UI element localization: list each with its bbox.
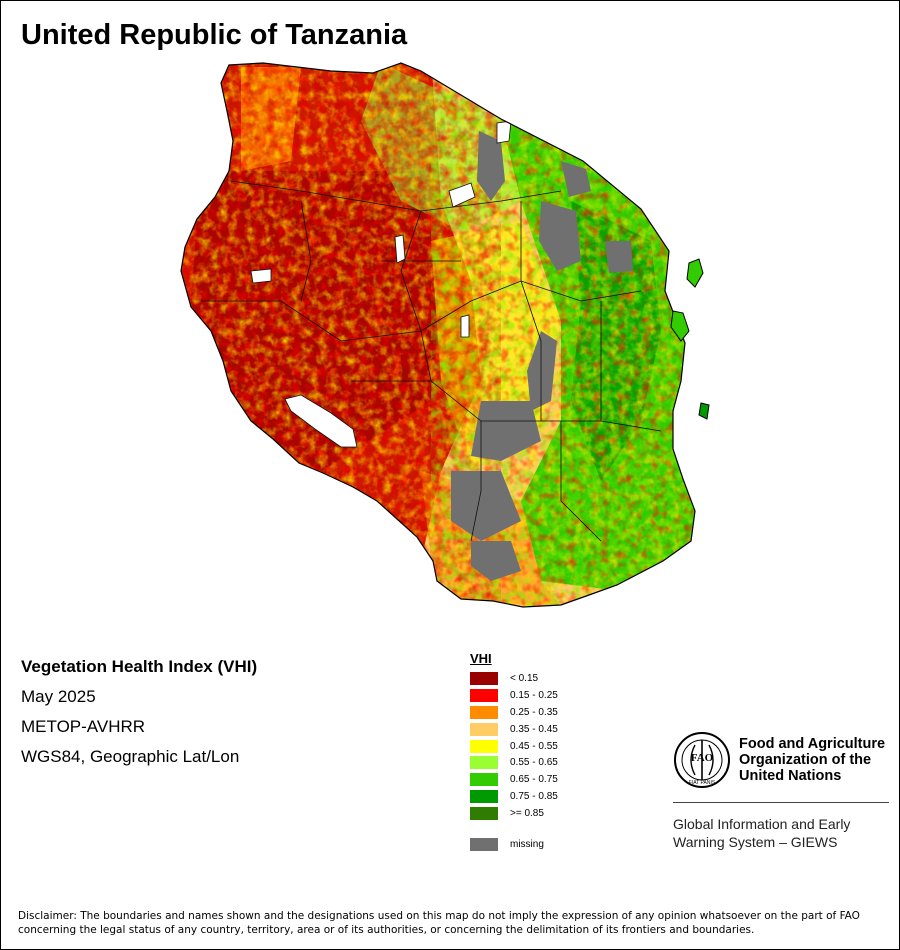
- map-info: Vegetation Health Index (VHI) May 2025 M…: [21, 657, 257, 777]
- projection: WGS84, Geographic Lat/Lon: [21, 747, 240, 766]
- fao-logo-icon: FAO FIAT PANIS: [674, 732, 730, 788]
- legend-swatch: [470, 807, 498, 821]
- vhi-map: [180, 62, 710, 608]
- map-title: United Republic of Tanzania: [21, 19, 408, 51]
- pemba-island: [686, 258, 704, 288]
- fao-name-line2: Organization of the: [739, 752, 872, 768]
- legend-label: 0.55 - 0.65: [510, 757, 558, 769]
- fao-logo-motto: FIAT PANIS: [689, 780, 716, 786]
- legend: VHI < 0.15 0.15 - 0.25 0.25 - 0.35 0.35 - 0…: [470, 651, 558, 853]
- legend-swatch: [470, 671, 498, 685]
- legend-item: 0.55 - 0.65: [470, 754, 558, 771]
- legend-label-missing: missing: [510, 838, 544, 850]
- legend-label: 0.75 - 0.85: [510, 791, 558, 803]
- legend-label: >= 0.85: [510, 808, 544, 820]
- giews-line2: Warning System – GIEWS: [673, 834, 838, 850]
- legend-swatch-missing: [470, 837, 498, 851]
- legend-item: 0.15 - 0.25: [470, 687, 558, 704]
- legend-swatch: [470, 688, 498, 702]
- legend-label: 0.25 - 0.35: [510, 706, 558, 718]
- legend-swatch: [470, 756, 498, 770]
- period: May 2025: [21, 687, 96, 706]
- legend-swatch: [470, 773, 498, 787]
- legend-item: 0.65 - 0.75: [470, 771, 558, 788]
- legend-item-missing: missing: [470, 836, 558, 853]
- legend-swatch: [470, 722, 498, 736]
- legend-label: 0.15 - 0.25: [510, 689, 558, 701]
- legend-item: 0.25 - 0.35: [470, 704, 558, 721]
- legend-item: >= 0.85: [470, 805, 558, 822]
- legend-label: 0.35 - 0.45: [510, 723, 558, 735]
- fao-name-line1: Food and Agriculture: [739, 736, 886, 752]
- sensor: METOP-AVHRR: [21, 717, 146, 736]
- mafia-island: [698, 402, 710, 420]
- legend-label: < 0.15: [510, 672, 539, 684]
- vhi-raster: [181, 63, 695, 607]
- legend-label: 0.45 - 0.55: [510, 740, 558, 752]
- fao-name: Food and Agriculture Organization of the…: [739, 736, 899, 784]
- legend-label: 0.65 - 0.75: [510, 774, 558, 786]
- zanzibar-island: [670, 310, 690, 342]
- giews-name: Global Information and Early Warning Sys…: [673, 815, 850, 851]
- legend-item: 0.35 - 0.45: [470, 721, 558, 738]
- legend-swatch: [470, 790, 498, 804]
- legend-swatch: [470, 705, 498, 719]
- giews-line1: Global Information and Early: [673, 816, 851, 832]
- fao-name-line3: United Nations: [739, 768, 842, 784]
- fao-divider: [673, 802, 889, 803]
- legend-item: 0.75 - 0.85: [470, 788, 558, 805]
- legend-item: 0.45 - 0.55: [470, 738, 558, 755]
- legend-swatch: [470, 739, 498, 753]
- legend-title: VHI: [470, 651, 492, 666]
- legend-item: < 0.15: [470, 670, 558, 687]
- fao-logo-text: FAO: [691, 752, 714, 764]
- index-name: Vegetation Health Index (VHI): [21, 657, 258, 676]
- disclaimer: Disclaimer: The boundaries and names sho…: [18, 910, 860, 936]
